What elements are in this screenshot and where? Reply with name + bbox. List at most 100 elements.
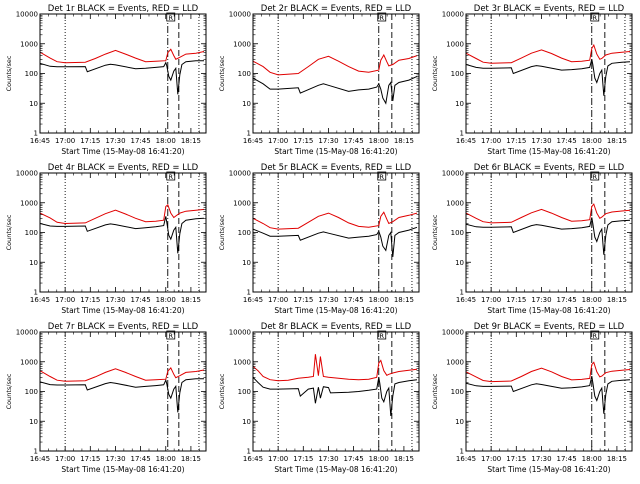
y-axis-label: Counts/sec <box>431 373 439 409</box>
x-tick-label: 17:30 <box>531 137 551 145</box>
x-tick-label: 18:00 <box>582 455 602 463</box>
y-tick-label: 10000 <box>229 170 251 178</box>
y-axis-label: Counts/sec <box>218 373 226 409</box>
y-tick-label: 100 <box>451 388 464 396</box>
plot-frame <box>39 331 207 452</box>
panel-det-8: Det 8r BLACK = Events, RED = LLD Counts/s… <box>218 322 420 474</box>
y-tick-label: 10 <box>242 418 251 426</box>
y-tick-label: 100 <box>238 70 251 78</box>
plot-frame <box>39 172 207 293</box>
plot-area <box>253 173 418 292</box>
x-tick-label: 18:00 <box>156 137 176 145</box>
series-line-black <box>253 226 418 258</box>
panel-title: Det 7r BLACK = Events, RED = LLD <box>48 322 199 332</box>
y-tick-label: 10000 <box>16 329 38 337</box>
series-line-red <box>253 53 418 76</box>
panel-title: Det 4r BLACK = Events, RED = LLD <box>48 163 199 173</box>
x-tick-label: 17:45 <box>344 296 364 304</box>
x-tick-label: 17:30 <box>531 455 551 463</box>
y-tick-label: 10000 <box>442 11 464 19</box>
panel-det-9: Det 9r BLACK = Events, RED = LLD Counts/s… <box>431 322 633 474</box>
x-tick-label: 18:15 <box>607 296 627 304</box>
series-line-black <box>40 216 205 254</box>
y-tick-label: 1000 <box>233 199 251 207</box>
y-axis-label: Counts/sec <box>5 55 13 91</box>
y-tick-label: 100 <box>451 229 464 237</box>
y-tick-label: 1000 <box>20 358 38 366</box>
y-tick-label: 10 <box>29 100 38 108</box>
plot-frame <box>465 331 633 452</box>
x-tick-label: 18:15 <box>607 455 627 463</box>
plot-area <box>253 14 418 133</box>
x-tick-label: 17:15 <box>293 137 313 145</box>
y-tick-label: 10000 <box>16 170 38 178</box>
x-tick-label: 18:00 <box>369 455 389 463</box>
y-tick-label: 10000 <box>229 11 251 19</box>
x-tick-label: 17:45 <box>131 296 151 304</box>
x-tick-label: 17:30 <box>318 137 338 145</box>
y-axis-label: Counts/sec <box>218 55 226 91</box>
marker-label: R <box>379 332 384 340</box>
y-tick-label: 10 <box>242 259 251 267</box>
plot-frame <box>39 13 207 134</box>
plot-area <box>466 173 631 292</box>
x-tick-label: 17:30 <box>105 137 125 145</box>
x-tick-label: 18:00 <box>156 455 176 463</box>
x-tick-label: 17:30 <box>318 296 338 304</box>
y-tick-label: 1 <box>460 289 464 297</box>
series-line-black <box>40 378 204 413</box>
x-axis-label: Start Time (15-May-08 16:41:20) <box>274 465 397 474</box>
y-tick-label: 10 <box>242 100 251 108</box>
plot-area <box>253 332 418 451</box>
marker-label: R <box>592 173 597 181</box>
marker-box <box>377 171 387 181</box>
marker-label: R <box>379 14 384 22</box>
y-tick-label: 1000 <box>446 199 464 207</box>
x-tick-label: 16:45 <box>30 455 50 463</box>
x-tick-label: 17:15 <box>80 137 100 145</box>
series-line-black <box>466 59 631 96</box>
plot-area <box>40 14 205 133</box>
panel-title: Det 2r BLACK = Events, RED = LLD <box>261 4 412 14</box>
y-tick-label: 1 <box>247 130 251 138</box>
plot-frame <box>465 13 633 134</box>
marker-box <box>166 171 176 181</box>
y-tick-label: 100 <box>25 388 38 396</box>
x-tick-label: 17:00 <box>55 137 75 145</box>
x-tick-label: 18:15 <box>181 137 201 145</box>
x-tick-label: 18:15 <box>181 296 201 304</box>
x-tick-label: 17:30 <box>105 296 125 304</box>
x-tick-label: 17:00 <box>55 296 75 304</box>
x-tick-label: 16:45 <box>456 137 476 145</box>
x-tick-label: 18:00 <box>582 137 602 145</box>
x-axis-label: Start Time (15-May-08 16:41:20) <box>61 147 184 156</box>
y-tick-label: 100 <box>25 70 38 78</box>
x-tick-label: 16:45 <box>243 296 263 304</box>
x-tick-label: 17:45 <box>557 296 577 304</box>
x-tick-label: 17:00 <box>268 296 288 304</box>
marker-label: R <box>169 173 174 181</box>
series-line-red <box>40 203 205 225</box>
y-tick-label: 10000 <box>442 170 464 178</box>
plot-frame <box>252 172 420 293</box>
x-tick-label: 17:15 <box>293 455 313 463</box>
marker-box <box>590 171 600 181</box>
plot-area <box>40 332 205 451</box>
y-tick-label: 10000 <box>16 11 38 19</box>
x-tick-label: 17:15 <box>80 455 100 463</box>
plot-area <box>40 173 205 292</box>
x-axis-label: Start Time (15-May-08 16:41:20) <box>487 147 610 156</box>
panel-title: Det 3r BLACK = Events, RED = LLD <box>474 4 625 14</box>
y-tick-label: 10 <box>455 418 464 426</box>
panel-title: Det 8r BLACK = Events, RED = LLD <box>261 322 412 332</box>
marker-box <box>166 12 176 22</box>
x-tick-label: 18:00 <box>582 296 602 304</box>
y-tick-label: 1 <box>34 289 38 297</box>
x-tick-label: 17:45 <box>131 455 151 463</box>
y-axis-label: Counts/sec <box>431 55 439 91</box>
marker-box <box>590 330 600 340</box>
y-tick-label: 10000 <box>229 329 251 337</box>
y-tick-label: 1000 <box>233 40 251 48</box>
x-tick-label: 16:45 <box>456 455 476 463</box>
